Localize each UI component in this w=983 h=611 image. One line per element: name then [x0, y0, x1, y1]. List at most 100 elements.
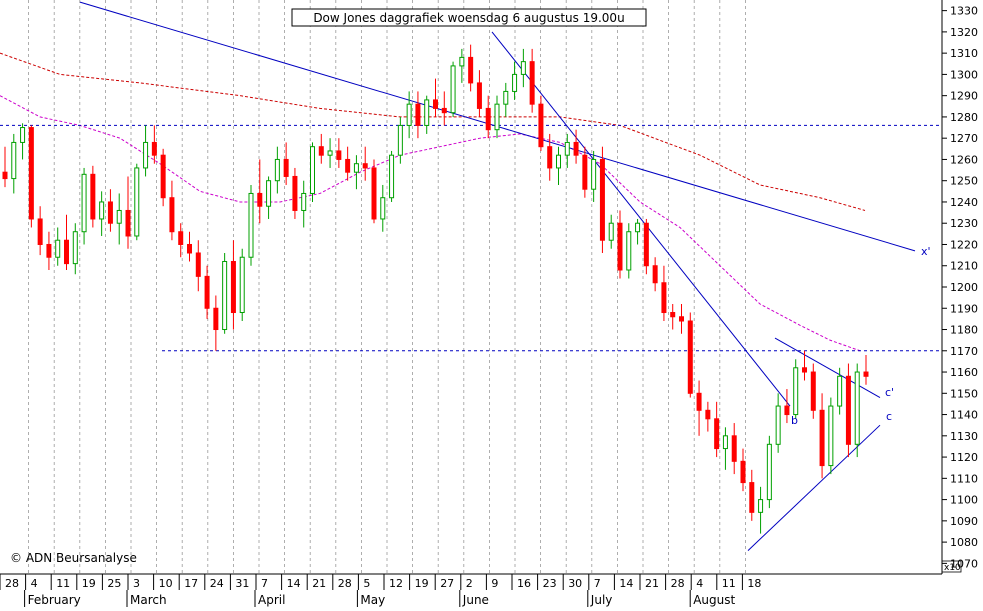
- y-tick-label: 1080: [950, 536, 978, 549]
- candle: [520, 48, 526, 88]
- candle: [696, 380, 702, 436]
- candle-body: [529, 61, 535, 105]
- trend-line: [491, 31, 791, 407]
- candle-body: [468, 56, 474, 84]
- wave-label-x-prime: x': [921, 245, 931, 258]
- candle-body: [81, 173, 87, 233]
- candle: [731, 423, 737, 475]
- candle-body: [257, 192, 263, 207]
- x-day-tick-label: 17: [184, 577, 198, 590]
- candle-body: [292, 175, 298, 211]
- x-day-tick-label: 14: [619, 577, 633, 590]
- candle-body: [564, 141, 570, 156]
- x-day-tick-label: 2: [466, 577, 473, 590]
- candle: [793, 359, 799, 419]
- x-day-tick-label: 27: [440, 577, 454, 590]
- candle-body: [20, 127, 26, 143]
- candle: [591, 150, 597, 202]
- candle-body: [11, 141, 17, 180]
- candle-body: [828, 405, 834, 467]
- candle-body: [336, 150, 342, 160]
- candle-body: [573, 141, 579, 156]
- horizontal-levels: [0, 124, 942, 352]
- candle: [424, 95, 430, 134]
- candle-body: [327, 150, 333, 156]
- candle: [327, 138, 333, 168]
- candle-body: [2, 171, 8, 180]
- y-tick-label: 1120: [950, 451, 978, 464]
- candle: [353, 155, 359, 190]
- candle: [134, 163, 140, 241]
- y-tick-label: 1140: [950, 409, 978, 422]
- candle-body: [239, 256, 245, 314]
- candle-body: [28, 127, 34, 220]
- candle: [283, 142, 289, 185]
- candle-body: [459, 56, 465, 67]
- x-day-tick-label: 23: [543, 577, 557, 590]
- x-day-tick-label: 12: [389, 577, 403, 590]
- candle: [64, 214, 69, 270]
- candle: [397, 116, 403, 164]
- y-unit-label: x10: [944, 563, 961, 573]
- candle: [573, 129, 579, 164]
- candle: [529, 48, 535, 113]
- x-month-label: April: [258, 593, 285, 607]
- candle-body: [608, 222, 614, 241]
- candle-body: [213, 307, 219, 331]
- x-day-tick-label: 10: [159, 577, 173, 590]
- candle: [195, 240, 201, 292]
- candle-body: [90, 173, 96, 220]
- candles: [2, 44, 869, 534]
- candle: [274, 146, 280, 194]
- candle-body: [793, 367, 799, 416]
- candle-body: [556, 154, 561, 169]
- candle-body: [72, 231, 78, 265]
- candle: [512, 61, 518, 100]
- chart-title: Dow Jones daggrafiek woensdag 6 augustus…: [313, 11, 624, 25]
- candle-body: [547, 146, 553, 169]
- candle: [643, 218, 649, 275]
- candle: [318, 133, 324, 164]
- candle-body: [230, 260, 236, 314]
- candle-body: [626, 231, 632, 271]
- candle: [151, 125, 157, 164]
- x-day-tick-label: 19: [415, 577, 429, 590]
- candle-body: [195, 252, 201, 277]
- candle-body: [55, 239, 61, 258]
- candle-body: [845, 375, 851, 445]
- candle: [55, 227, 61, 266]
- candle: [837, 367, 843, 415]
- candle-body: [178, 231, 184, 245]
- trend-lines: [79, 1, 916, 551]
- x-day-tick-label: 19: [82, 577, 96, 590]
- candle-body: [538, 103, 544, 148]
- annotations: Dow Jones daggrafiek woensdag 6 augustus…: [10, 8, 962, 573]
- candle: [538, 95, 544, 151]
- x-day-tick-label: 11: [722, 577, 736, 590]
- candle: [310, 142, 315, 202]
- y-tick-label: 1260: [950, 153, 978, 166]
- x-month-label: August: [693, 593, 735, 607]
- x-month-label: July: [590, 593, 613, 607]
- candle: [687, 312, 693, 398]
- candle-body: [116, 209, 122, 224]
- candle-body: [143, 141, 149, 169]
- candle: [213, 295, 219, 351]
- candle: [257, 159, 263, 224]
- candle: [547, 133, 553, 181]
- candle: [433, 78, 438, 117]
- candle: [485, 95, 491, 139]
- candle: [766, 435, 772, 509]
- candle: [459, 48, 465, 83]
- candle-body: [371, 167, 377, 220]
- candle: [169, 180, 175, 241]
- candle-body: [485, 107, 491, 131]
- candle-body: [775, 405, 781, 445]
- title-box: [291, 8, 647, 27]
- candle: [556, 146, 561, 185]
- x-day-tick-label: 3: [133, 577, 140, 590]
- candle-body: [652, 265, 658, 284]
- candle: [345, 146, 351, 181]
- candle-body: [283, 158, 289, 177]
